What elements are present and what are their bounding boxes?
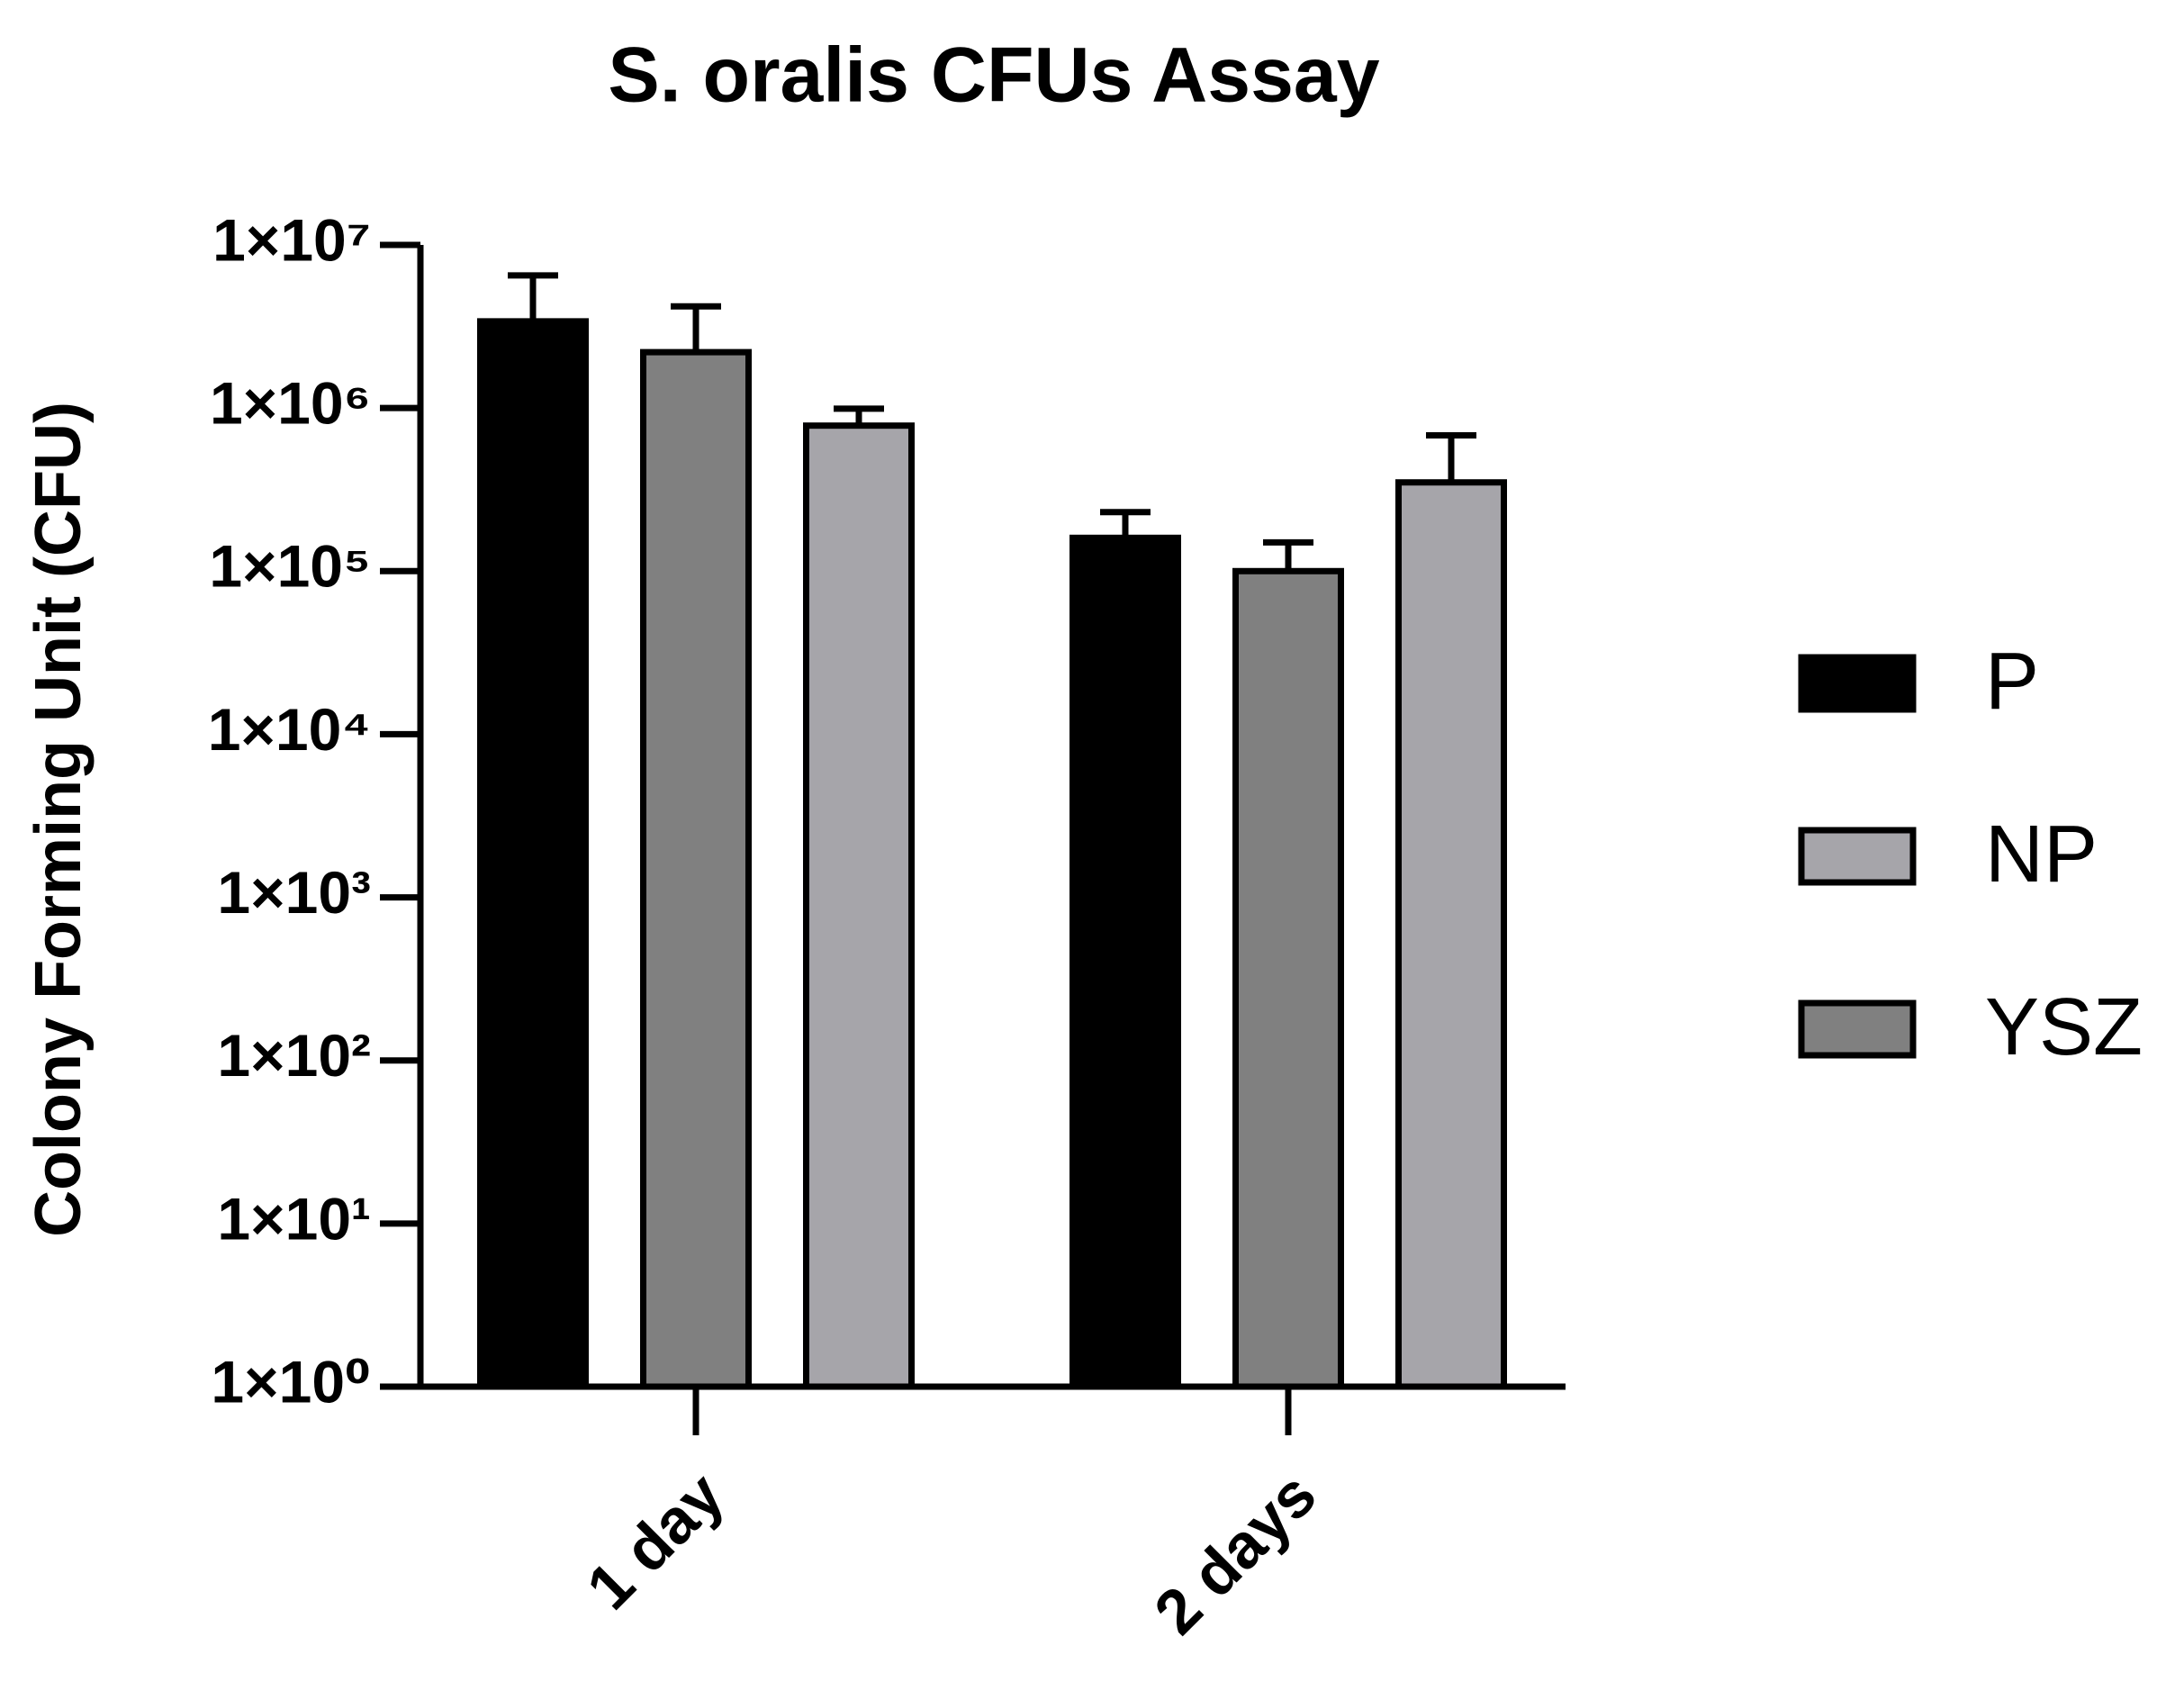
legend-label: P (1985, 637, 2039, 727)
bar (1069, 534, 1181, 1390)
chart-title: S. oralis CFUs Assay (608, 32, 1379, 119)
legend-swatch (1798, 827, 1917, 886)
bar (1232, 567, 1344, 1390)
y-tick-label: 1×10³ (217, 859, 371, 926)
legend-swatch (1798, 999, 1917, 1059)
bar (640, 348, 752, 1390)
y-tick-label: 1×10¹ (217, 1185, 371, 1252)
x-tick-label: 2 days (1141, 1460, 1329, 1648)
x-tick-label: 1 day (573, 1459, 737, 1623)
legend-swatch (1798, 654, 1917, 713)
bar (803, 422, 915, 1390)
y-tick-label: 1×10⁵ (209, 533, 371, 600)
y-tick-label: 1×10⁶ (210, 370, 371, 437)
bar (477, 318, 589, 1390)
y-tick-label: 1×10⁷ (212, 206, 371, 273)
bar (1395, 479, 1507, 1390)
y-tick-label: 1×10² (217, 1022, 371, 1089)
legend-label: YSZ (1985, 982, 2143, 1072)
y-tick-label: 1×10⁴ (208, 696, 371, 763)
legend-label: NP (1985, 809, 2098, 900)
y-axis-label: Colony Forming Unit (CFU) (23, 402, 95, 1237)
y-tick-label: 1×10⁰ (211, 1348, 371, 1415)
